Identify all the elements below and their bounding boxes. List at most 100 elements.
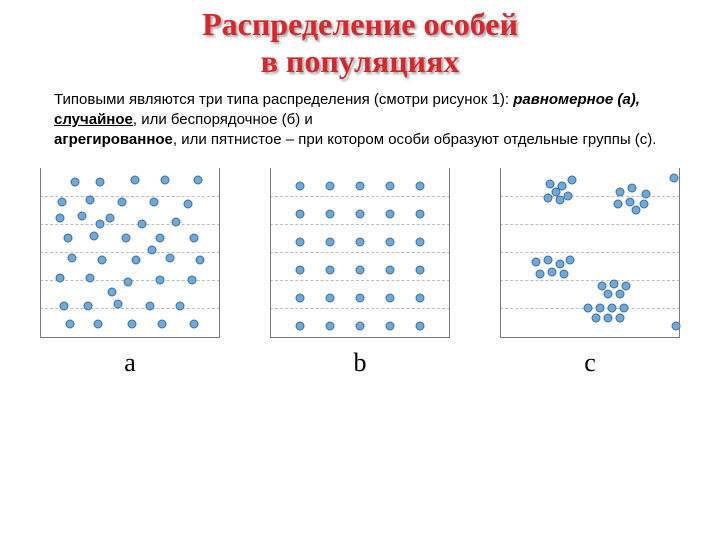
data-point	[620, 304, 629, 313]
data-point	[156, 276, 165, 285]
data-point	[616, 314, 625, 323]
data-point	[60, 302, 69, 311]
data-point	[556, 260, 565, 269]
chart-frame	[40, 168, 220, 338]
data-point	[616, 188, 625, 197]
gridline	[270, 280, 450, 281]
data-point	[592, 314, 601, 323]
data-point	[68, 254, 77, 263]
data-point	[158, 320, 167, 329]
data-point	[296, 182, 305, 191]
data-point	[608, 304, 617, 313]
gridline	[500, 196, 680, 197]
data-point	[416, 182, 425, 191]
data-point	[544, 256, 553, 265]
data-point	[64, 234, 73, 243]
data-point	[566, 256, 575, 265]
data-point	[386, 238, 395, 247]
data-point	[386, 210, 395, 219]
para-t1: Типовыми являются три типа распределения…	[54, 91, 513, 108]
data-point	[196, 256, 205, 265]
data-point	[296, 322, 305, 331]
title-line-2: в популяциях	[0, 43, 720, 80]
data-point	[96, 178, 105, 187]
title-line-1: Распределение особей	[0, 6, 720, 43]
data-point	[156, 234, 165, 243]
data-point	[568, 176, 577, 185]
data-point	[536, 270, 545, 279]
para-t3b: , или пятнистое – при котором особи обра…	[173, 131, 657, 148]
data-point	[416, 294, 425, 303]
data-point	[552, 188, 561, 197]
term-random: случайное	[54, 111, 133, 128]
data-point	[124, 278, 133, 287]
data-point	[632, 206, 641, 215]
data-point	[356, 322, 365, 331]
data-point	[356, 182, 365, 191]
data-point	[616, 290, 625, 299]
chart-label-b: b	[270, 348, 450, 378]
data-point	[118, 198, 127, 207]
data-point	[128, 320, 137, 329]
data-point	[604, 290, 613, 299]
data-point	[610, 280, 619, 289]
para-t2b: , или беспорядочное (б) и	[133, 111, 313, 128]
data-point	[86, 274, 95, 283]
gridline	[270, 196, 450, 197]
chart-label-c: c	[500, 348, 680, 378]
data-point	[326, 294, 335, 303]
chart-c	[500, 168, 680, 338]
data-point	[670, 174, 679, 183]
data-point	[356, 210, 365, 219]
data-point	[386, 182, 395, 191]
chart-frame	[270, 168, 450, 338]
data-point	[176, 302, 185, 311]
data-point	[194, 176, 203, 185]
page-title-block: Распределение особей в популяциях	[0, 0, 720, 80]
data-point	[108, 288, 117, 297]
data-point	[131, 176, 140, 185]
data-point	[416, 322, 425, 331]
data-point	[190, 320, 199, 329]
data-point	[326, 266, 335, 275]
data-point	[622, 282, 631, 291]
data-point	[94, 320, 103, 329]
data-point	[326, 210, 335, 219]
data-point	[326, 182, 335, 191]
data-point	[96, 220, 105, 229]
data-point	[672, 322, 681, 331]
data-point	[642, 190, 651, 199]
data-point	[138, 220, 147, 229]
data-point	[296, 210, 305, 219]
data-point	[564, 192, 573, 201]
data-point	[532, 258, 541, 267]
data-point	[58, 198, 67, 207]
data-point	[604, 314, 613, 323]
data-point	[628, 184, 637, 193]
data-point	[416, 238, 425, 247]
term-uniform: равномерное (а),	[513, 91, 640, 108]
data-point	[184, 200, 193, 209]
data-point	[296, 238, 305, 247]
gridline	[40, 224, 220, 225]
data-point	[161, 176, 170, 185]
data-point	[98, 256, 107, 265]
data-point	[122, 234, 131, 243]
data-point	[356, 266, 365, 275]
chart-b	[270, 168, 450, 338]
labels-row: a b c	[0, 338, 720, 378]
data-point	[560, 270, 569, 279]
data-point	[114, 300, 123, 309]
gridline	[500, 252, 680, 253]
data-point	[71, 178, 80, 187]
data-point	[416, 266, 425, 275]
data-point	[188, 276, 197, 285]
data-point	[326, 322, 335, 331]
data-point	[86, 196, 95, 205]
chart-a	[40, 168, 220, 338]
data-point	[78, 212, 87, 221]
data-point	[596, 304, 605, 313]
data-point	[172, 218, 181, 227]
data-point	[56, 274, 65, 283]
chart-label-a: a	[40, 348, 220, 378]
